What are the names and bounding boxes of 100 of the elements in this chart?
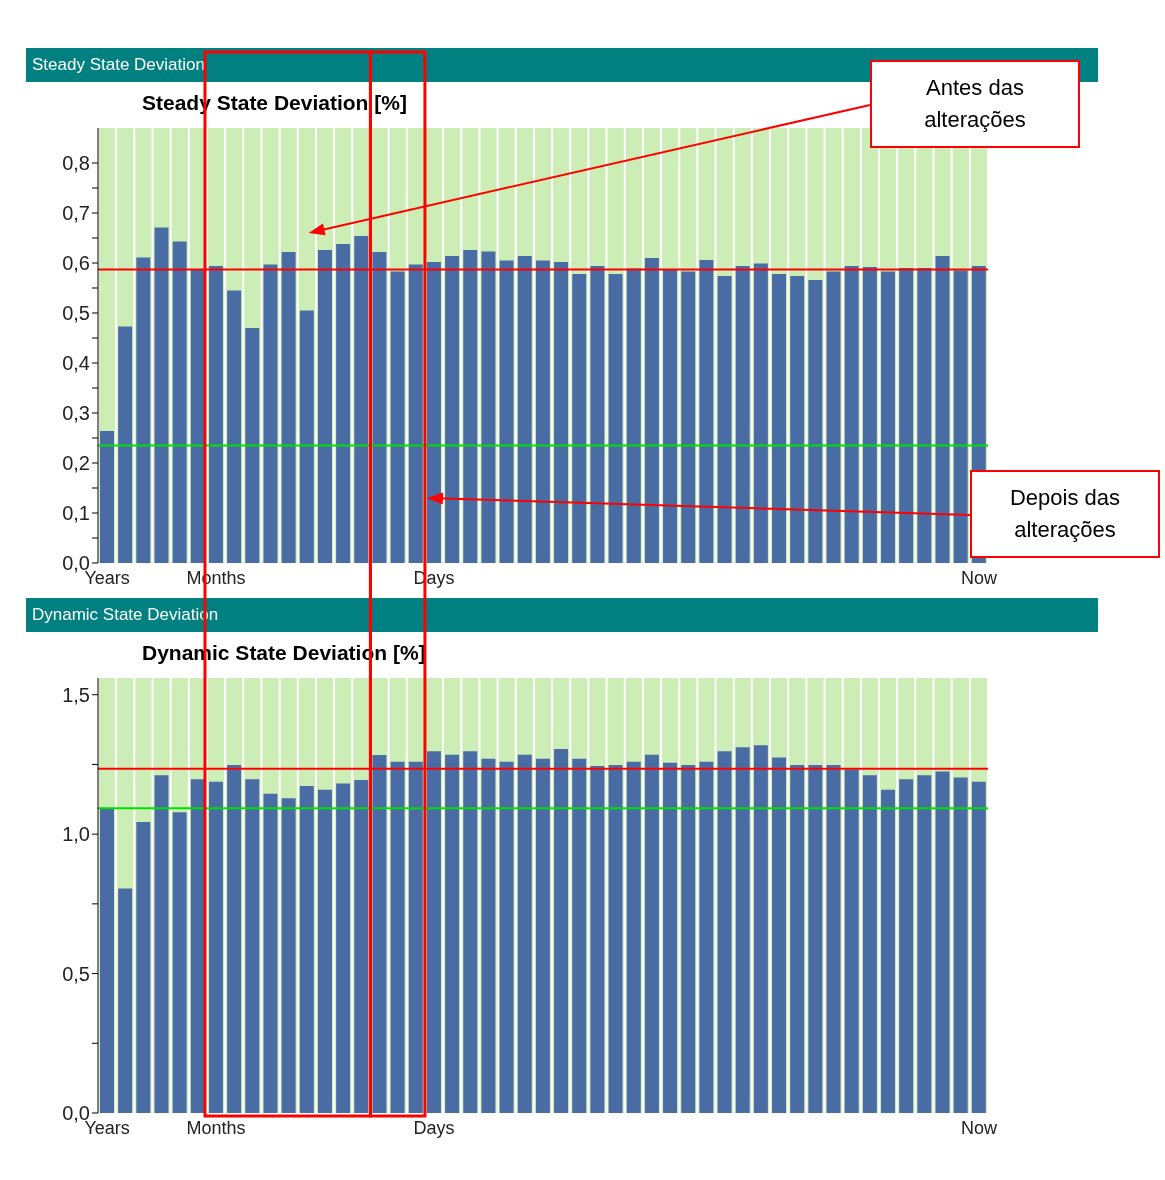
bar [953,777,968,1113]
bar [808,765,823,1113]
bar [118,888,133,1113]
y-tick-label: 1,0 [62,823,90,846]
bar [881,789,896,1113]
bar [862,267,877,563]
bar [735,266,750,563]
y-tick-label: 0,6 [62,252,90,275]
bar [317,789,332,1113]
bar [862,775,877,1113]
bar [590,266,605,563]
bar [445,256,460,563]
bar [172,241,187,563]
bar [535,260,550,563]
bar [935,256,950,563]
bar [935,771,950,1113]
bar [626,761,641,1113]
bar [663,270,678,563]
bar [644,258,659,563]
y-tick-label: 0,3 [62,402,90,425]
bar [790,276,805,563]
bar [699,761,714,1113]
bar [172,812,187,1113]
bar [663,762,678,1113]
bar [735,747,750,1113]
bar [844,266,859,563]
bar [354,780,369,1113]
bar [917,268,932,563]
bar [263,264,278,563]
bar [899,779,914,1113]
bar [227,290,242,563]
bar [336,783,351,1113]
bar [790,765,805,1113]
x-tick-label: Now [960,567,998,588]
y-tick-label: 0,1 [62,502,90,525]
bar [100,808,114,1113]
y-tick-label: 0,5 [62,302,90,325]
bar [844,769,859,1113]
y-tick-label: 0,2 [62,452,90,475]
y-tick-label: 0,5 [62,962,90,985]
bar [572,758,587,1113]
bar [971,781,986,1113]
bar [100,431,114,563]
bar [608,274,623,563]
bar [753,745,768,1113]
bar [208,266,223,563]
bar [517,754,532,1113]
bar [717,276,732,563]
bar [245,779,260,1113]
bar [517,256,532,563]
bar [953,270,968,563]
bar [481,251,496,563]
bar [263,793,278,1113]
y-tick-label: 1,5 [62,683,90,706]
bar [390,761,405,1113]
bar [572,274,587,563]
bar [299,310,314,563]
bar [499,761,514,1113]
bar [317,250,332,563]
bar [681,765,696,1113]
bar [390,271,405,563]
bar [281,252,296,563]
bar [408,264,423,563]
bar [917,775,932,1113]
bar [372,252,387,563]
y-tick-label: 0,8 [62,152,90,175]
bar [336,244,351,563]
y-tick-label: 0,4 [62,352,90,375]
bar [608,765,623,1113]
bar [245,328,260,563]
x-tick-label: Days [413,1117,455,1138]
bar [299,785,314,1113]
bar [753,263,768,563]
bar [899,268,914,563]
bar [118,326,133,563]
bar [154,775,169,1113]
bar [535,758,550,1113]
bar [281,798,296,1113]
bar [136,821,151,1113]
bar [772,757,787,1113]
bar [644,754,659,1113]
bar [590,766,605,1113]
bar [717,751,732,1113]
y-tick-label: 0,7 [62,202,90,225]
bar [554,749,569,1113]
chart-subtitle: Steady State Deviation [32,55,205,74]
bar [826,765,841,1113]
bar [154,227,169,563]
bar [881,271,896,563]
bar [681,271,696,563]
bar [208,781,223,1113]
x-tick-label: Now [960,1117,998,1138]
bar [136,257,151,563]
bar [426,751,441,1113]
bar [445,754,460,1113]
bar [463,751,478,1113]
bar [499,260,514,563]
bar [372,754,387,1113]
bar [354,236,369,563]
bar [826,271,841,563]
